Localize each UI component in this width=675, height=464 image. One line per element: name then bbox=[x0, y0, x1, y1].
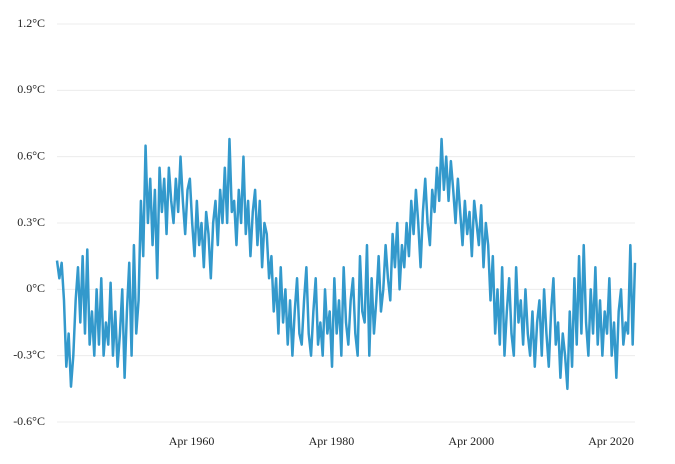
y-tick-label: 0.9°C bbox=[17, 82, 45, 96]
y-tick-label: -0.3°C bbox=[13, 347, 45, 361]
y-tick-label: -0.6°C bbox=[13, 414, 45, 428]
y-tick-label: 0.6°C bbox=[17, 148, 45, 162]
y-tick-label: 0°C bbox=[26, 281, 45, 295]
y-tick-label: 0.3°C bbox=[17, 215, 45, 229]
x-tick-label: Apr 1960 bbox=[169, 434, 215, 448]
x-tick-label: Apr 2000 bbox=[448, 434, 494, 448]
data-line bbox=[55, 137, 637, 391]
x-tick-label: Apr 2020 bbox=[588, 434, 634, 448]
y-tick-label: 1.2°C bbox=[17, 16, 45, 30]
x-tick-label: Apr 1980 bbox=[309, 434, 355, 448]
